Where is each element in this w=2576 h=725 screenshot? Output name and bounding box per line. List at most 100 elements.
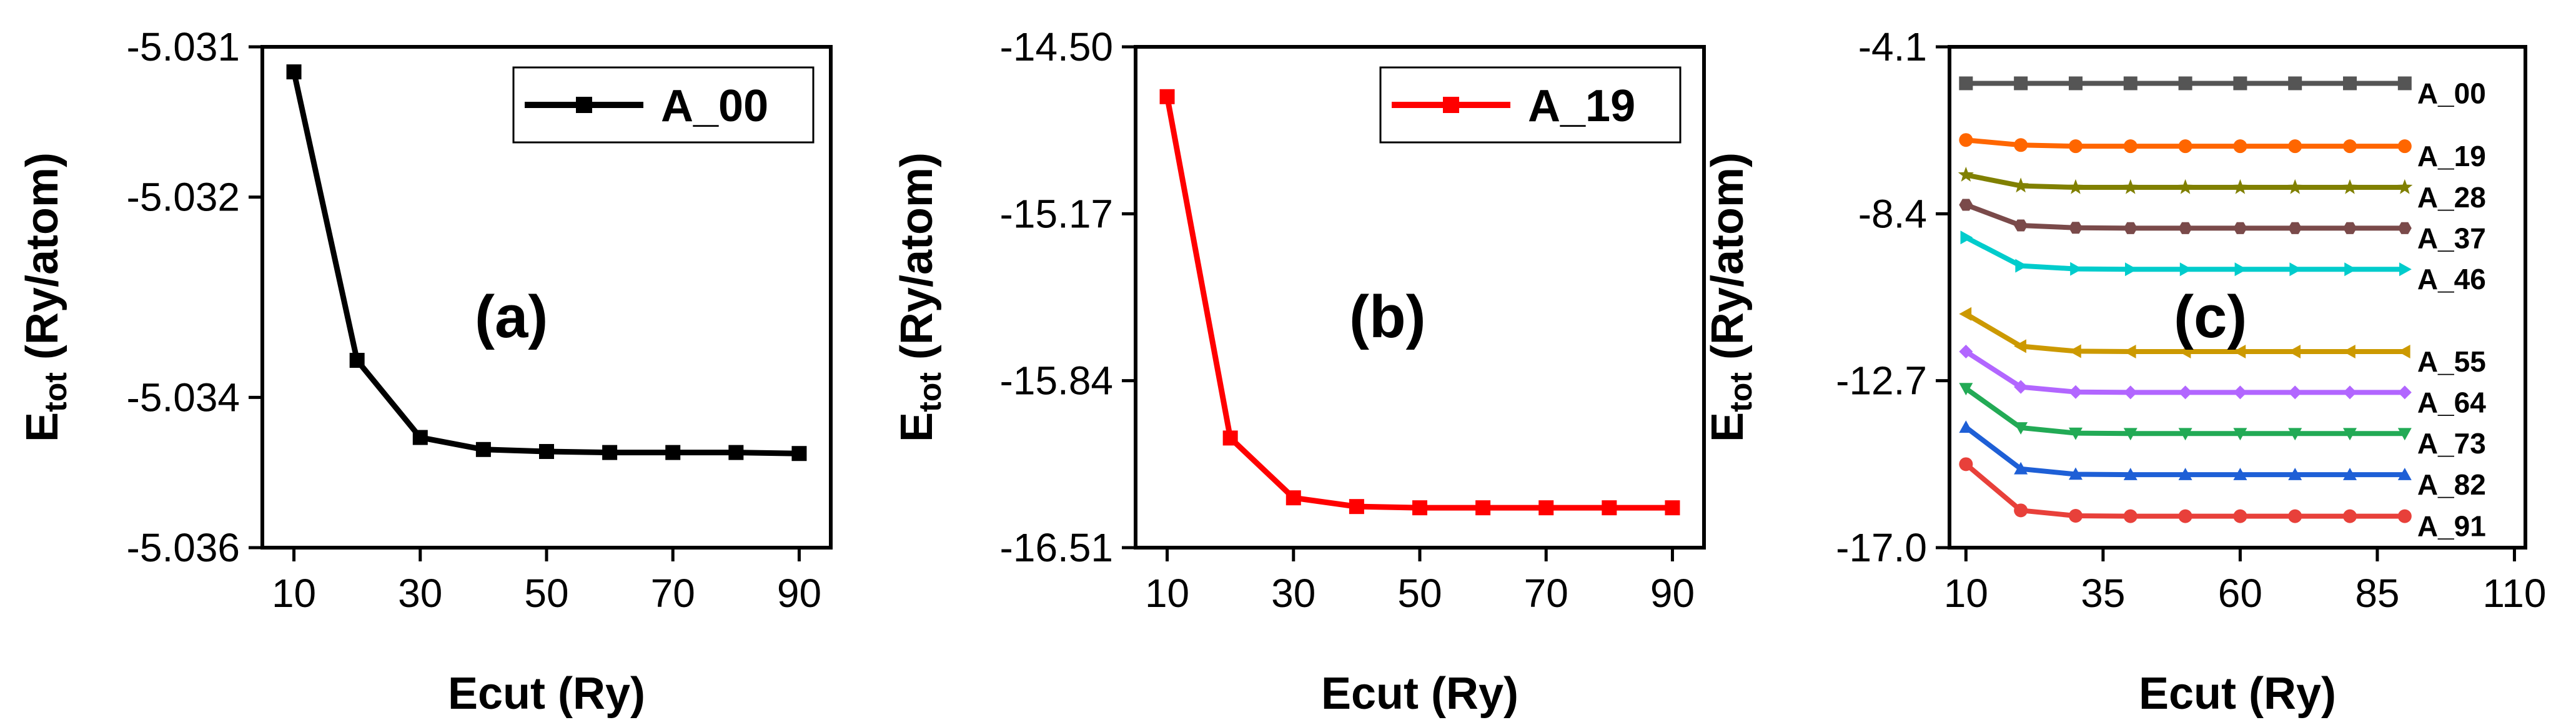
y-axis-label: Etot (Ry/atom) bbox=[1703, 152, 1758, 442]
legend-label: A_00 bbox=[661, 81, 768, 131]
panel-b: 10 30 50 70 90-14.50-15.17-15.84-16.51 A_19 … bbox=[892, 24, 1706, 719]
data-point-A_00 bbox=[349, 353, 365, 368]
data-point-A_00 bbox=[602, 445, 618, 460]
x-tick-label: 90 bbox=[777, 571, 821, 616]
data-point-A_82 bbox=[1959, 420, 1973, 433]
series-label-A_46: A_46 bbox=[2417, 263, 2486, 295]
x-tick-label: 85 bbox=[2355, 571, 2399, 616]
data-point-A_46 bbox=[1960, 230, 1973, 245]
data-point-A_00 bbox=[475, 441, 491, 457]
data-point-A_28 bbox=[2397, 179, 2413, 194]
data-point-A_19 bbox=[1222, 430, 1238, 446]
data-point-A_91 bbox=[2288, 509, 2302, 523]
data-point-A_82 bbox=[2288, 468, 2302, 480]
y-tick-label: -17.0 bbox=[1836, 525, 1927, 570]
y-tick-label: -5.032 bbox=[127, 175, 240, 220]
y-axis-label: Etot (Ry/atom) bbox=[892, 152, 948, 442]
x-tick-label: 50 bbox=[524, 571, 568, 616]
data-point-A_82 bbox=[2068, 467, 2083, 480]
data-point-A_28 bbox=[2013, 177, 2029, 193]
data-point-A_28 bbox=[2123, 179, 2139, 194]
y-tick-label: -15.84 bbox=[1000, 358, 1113, 403]
legend-marker bbox=[1443, 97, 1459, 113]
y-axis-label-main: E bbox=[892, 412, 942, 442]
y-tick-label: -15.17 bbox=[1000, 191, 1113, 236]
data-point-A_82 bbox=[2014, 461, 2028, 475]
data-point-A_19 bbox=[2288, 139, 2302, 154]
data-point-A_46 bbox=[2015, 259, 2028, 273]
data-point-A_91 bbox=[1959, 457, 1973, 471]
data-point-A_00 bbox=[2343, 76, 2357, 91]
legend-label: A_19 bbox=[1528, 81, 1635, 131]
panel-label: (a) bbox=[475, 284, 548, 350]
data-point-A_64 bbox=[2014, 380, 2028, 394]
x-tick-label: 10 bbox=[1145, 571, 1189, 616]
data-point-A_73 bbox=[2397, 428, 2412, 441]
x-tick-label: 60 bbox=[2218, 571, 2262, 616]
data-point-A_73 bbox=[2178, 428, 2192, 441]
series-label-A_00: A_00 bbox=[2417, 77, 2486, 109]
data-point-A_00 bbox=[2288, 76, 2302, 91]
data-point-A_19 bbox=[2123, 139, 2138, 154]
axis-ticks: 10 35 60 85 110 -4.1 -8.4 -12.7 -17.0 bbox=[1836, 24, 2546, 616]
data-point-A_55 bbox=[2068, 344, 2081, 358]
data-point-A_37 bbox=[2233, 222, 2247, 234]
series-label-A_28: A_28 bbox=[2417, 181, 2486, 214]
series-label-A_64: A_64 bbox=[2417, 386, 2486, 418]
y-tick-label: -14.50 bbox=[1000, 24, 1113, 69]
data-point-A_37 bbox=[2123, 222, 2138, 234]
data-point-A_00 bbox=[2123, 76, 2138, 91]
data-point-A_91 bbox=[2068, 509, 2083, 523]
x-tick-label: 50 bbox=[1397, 571, 1442, 616]
data-point-A_55 bbox=[2343, 345, 2356, 359]
data-point-A_19 bbox=[1159, 89, 1175, 104]
data-point-A_64 bbox=[2288, 385, 2302, 400]
data-point-A_00 bbox=[286, 64, 302, 80]
data-point-A_19 bbox=[1665, 500, 1680, 516]
data-point-A_00 bbox=[728, 445, 744, 460]
data-point-A_82 bbox=[2397, 468, 2412, 480]
data-point-A_64 bbox=[2233, 385, 2247, 400]
data-point-A_64 bbox=[1959, 345, 1973, 359]
data-point-A_19 bbox=[1602, 500, 1617, 516]
data-point-A_64 bbox=[2397, 385, 2412, 400]
x-tick-label: 110 bbox=[2482, 571, 2546, 616]
data-point-A_91 bbox=[2343, 509, 2357, 523]
series-label-A_91: A_91 bbox=[2417, 510, 2486, 543]
plot-frame bbox=[1948, 45, 2527, 550]
data-point-A_64 bbox=[2123, 385, 2138, 400]
series-label-A_55: A_55 bbox=[2417, 345, 2486, 378]
data-point-A_73 bbox=[1959, 383, 1973, 396]
data-point-A_19 bbox=[1286, 490, 1301, 506]
x-tick-label: 70 bbox=[651, 571, 695, 616]
data-point-A_00 bbox=[2397, 76, 2412, 91]
data-point-A_19 bbox=[1538, 500, 1554, 516]
data-point-A_19 bbox=[2014, 138, 2028, 152]
panel-c: 10 35 60 85 110-4.1-8.4-12.7-17.0 A_00A_19A_… bbox=[1703, 24, 2546, 719]
y-tick-label: -5.034 bbox=[127, 375, 240, 420]
x-axis-label: Ecut (Ry) bbox=[2139, 669, 2336, 719]
data-point-A_73 bbox=[2343, 428, 2357, 441]
series-label-A_73: A_73 bbox=[2417, 427, 2486, 460]
data-point-A_64 bbox=[2343, 385, 2357, 400]
data-point-A_46 bbox=[2179, 262, 2192, 277]
panel-label: (b) bbox=[1349, 284, 1426, 350]
series-label-A_19: A_19 bbox=[2417, 140, 2486, 172]
data-point-A_19 bbox=[1412, 500, 1427, 516]
y-tick-label: -8.4 bbox=[1858, 191, 1927, 236]
data-point-A_00 bbox=[2178, 76, 2192, 91]
y-axis-label-main: E bbox=[17, 412, 67, 442]
data-point-A_19 bbox=[1959, 133, 1973, 147]
legend-marker bbox=[576, 97, 592, 113]
data-point-A_46 bbox=[2234, 262, 2247, 277]
legend: A_19 bbox=[1379, 66, 1682, 144]
data-point-A_19 bbox=[2068, 139, 2083, 154]
data-point-A_28 bbox=[2342, 179, 2358, 194]
data-point-A_55 bbox=[1959, 307, 1972, 321]
data-point-A_46 bbox=[2344, 262, 2357, 277]
data-point-A_46 bbox=[2124, 262, 2138, 277]
data-point-A_37 bbox=[2343, 222, 2357, 234]
y-tick-label: -5.031 bbox=[127, 24, 240, 69]
data-point-A_37 bbox=[2014, 219, 2028, 232]
